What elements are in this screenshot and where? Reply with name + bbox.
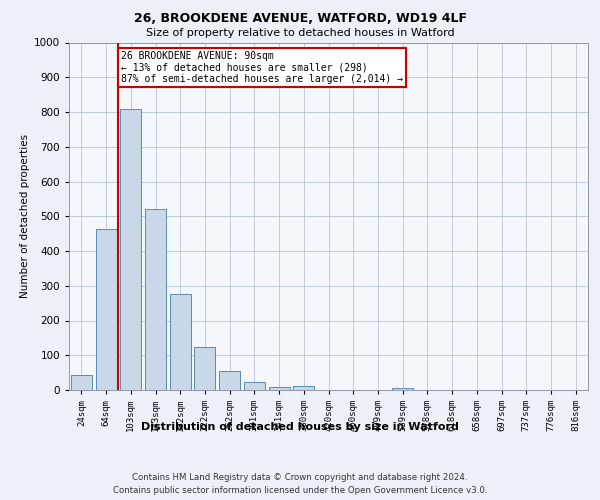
Y-axis label: Number of detached properties: Number of detached properties: [20, 134, 29, 298]
Text: Contains public sector information licensed under the Open Government Licence v3: Contains public sector information licen…: [113, 486, 487, 495]
Text: 26 BROOKDENE AVENUE: 90sqm
← 13% of detached houses are smaller (298)
87% of sem: 26 BROOKDENE AVENUE: 90sqm ← 13% of deta…: [121, 51, 403, 84]
Text: Size of property relative to detached houses in Watford: Size of property relative to detached ho…: [146, 28, 454, 38]
Text: Distribution of detached houses by size in Watford: Distribution of detached houses by size …: [141, 422, 459, 432]
Bar: [170, 294, 191, 390]
Bar: [120, 108, 141, 390]
Text: Contains HM Land Registry data © Crown copyright and database right 2024.: Contains HM Land Registry data © Crown c…: [132, 472, 468, 482]
Bar: [269, 386, 290, 390]
Bar: [95, 230, 116, 390]
Text: 26, BROOKDENE AVENUE, WATFORD, WD19 4LF: 26, BROOKDENE AVENUE, WATFORD, WD19 4LF: [133, 12, 467, 26]
Bar: [392, 388, 413, 390]
Bar: [71, 376, 92, 390]
Bar: [244, 382, 265, 390]
Bar: [145, 210, 166, 390]
Bar: [194, 346, 215, 390]
Bar: [219, 371, 240, 390]
Bar: [293, 386, 314, 390]
